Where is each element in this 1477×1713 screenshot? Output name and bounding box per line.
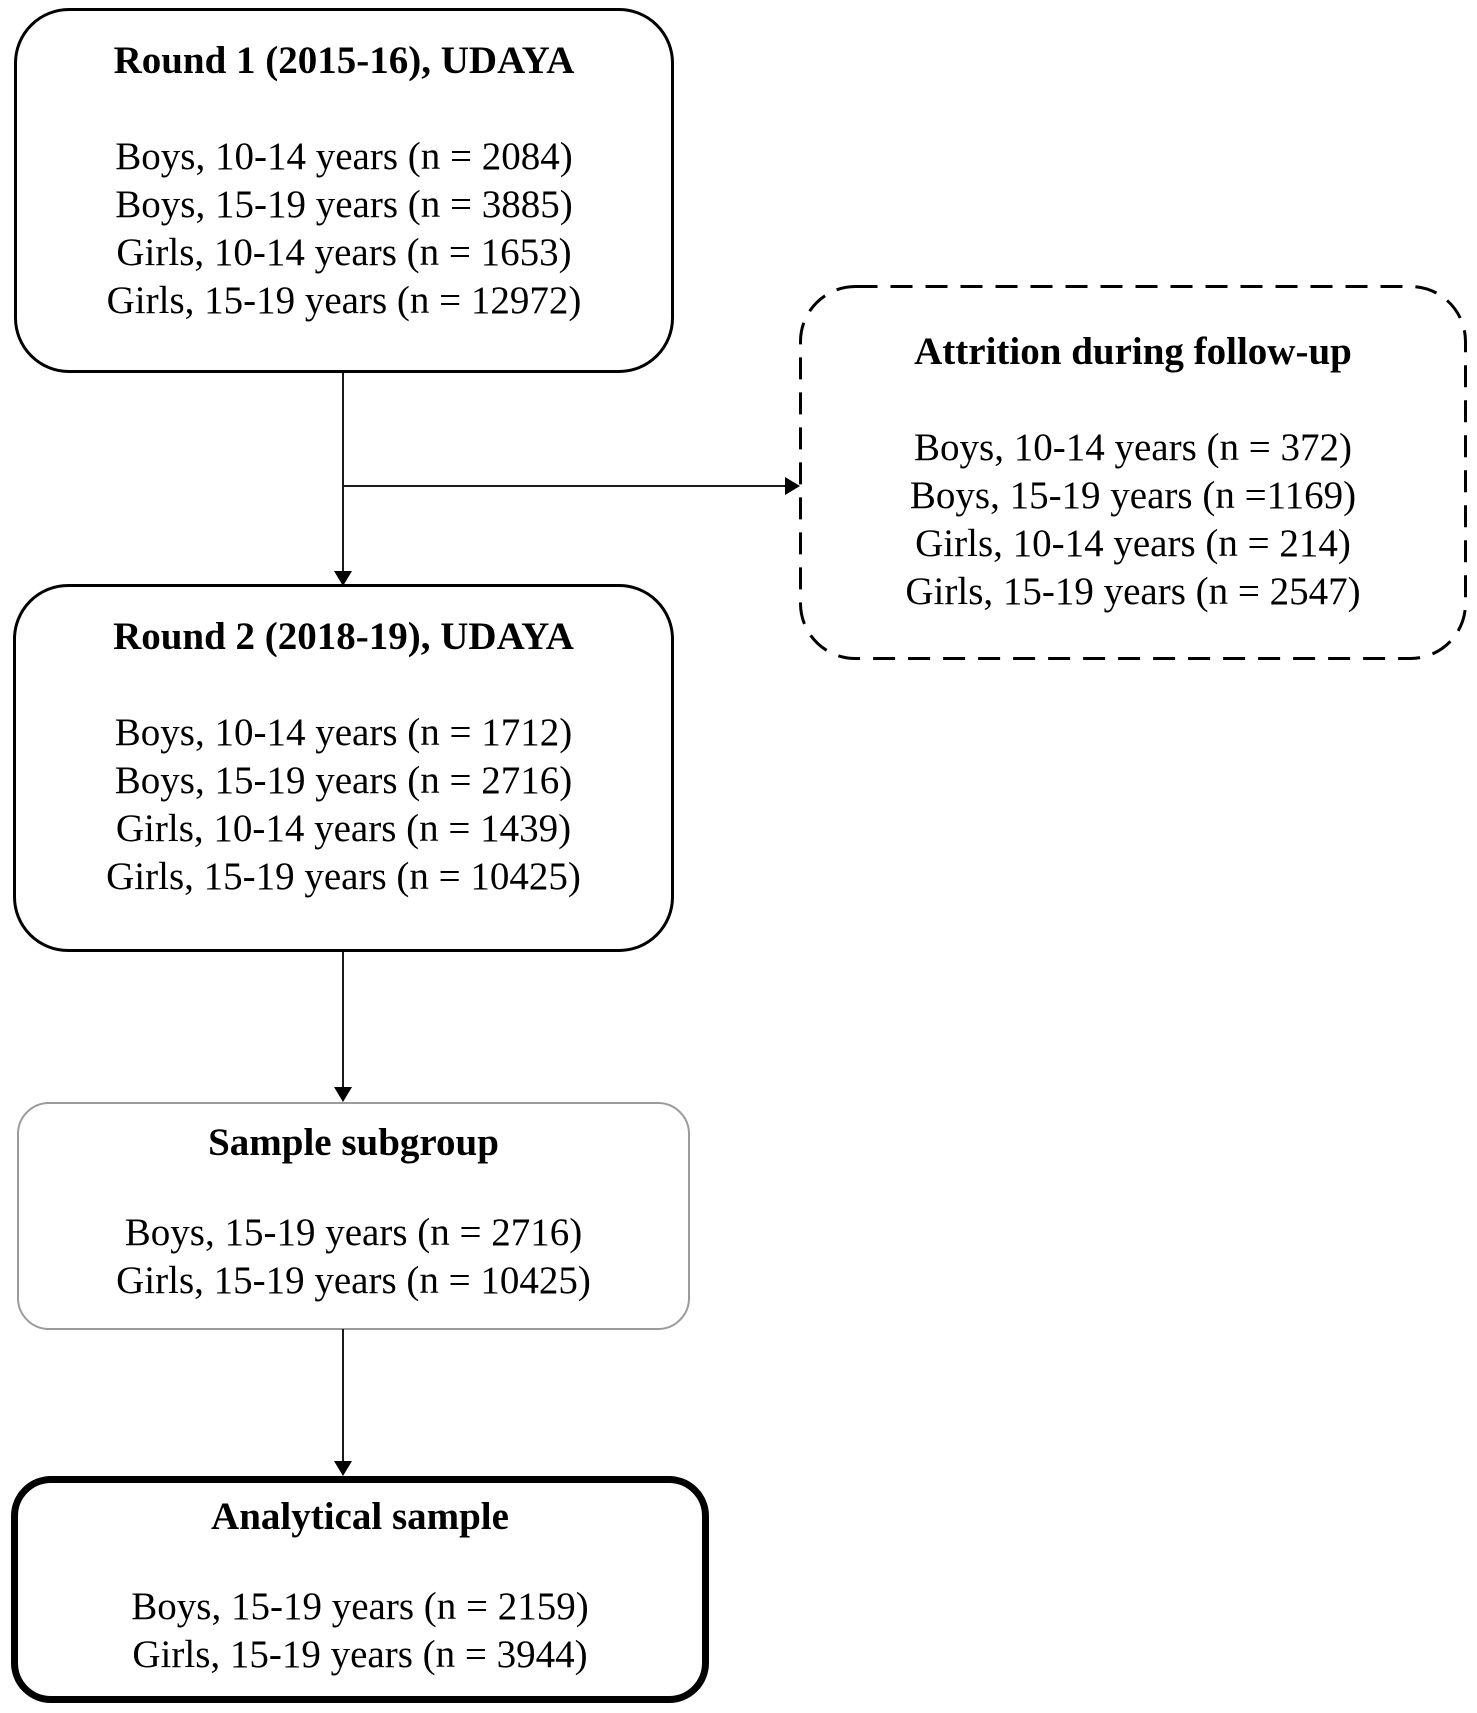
round1-line: Girls, 15-19 years (n = 12972) — [106, 279, 582, 322]
round2-line: Boys, 10-14 years (n = 1712) — [114, 711, 573, 754]
connector-branch-to-attrition — [343, 485, 786, 487]
analytical-sample-title: Analytical sample — [211, 1495, 509, 1538]
arrowhead-down-analytical — [334, 1461, 352, 1476]
attrition-title: Attrition during follow-up — [914, 330, 1352, 373]
attrition-line: Girls, 10-14 years (n = 214) — [915, 522, 1351, 565]
sample-subgroup-title: Sample subgroup — [208, 1121, 499, 1164]
analytical-sample-line: Girls, 15-19 years (n = 3944) — [132, 1633, 588, 1676]
arrowhead-right-attrition — [785, 477, 800, 495]
round2-box: Round 2 (2018-19), UDAYA Boys, 10-14 yea… — [13, 584, 674, 952]
round2-line: Boys, 15-19 years (n = 2716) — [114, 759, 573, 802]
sample-subgroup-line: Boys, 15-19 years (n = 2716) — [124, 1211, 583, 1254]
sample-subgroup-box: Sample subgroup Boys, 15-19 years (n = 2… — [17, 1102, 690, 1330]
round1-box: Round 1 (2015-16), UDAYA Boys, 10-14 yea… — [14, 8, 674, 373]
round2-line: Girls, 15-19 years (n = 10425) — [106, 855, 581, 898]
arrowhead-down-subgroup — [334, 1087, 352, 1102]
connector-round1-to-round2 — [342, 373, 344, 573]
round2-title: Round 2 (2018-19), UDAYA — [113, 615, 574, 658]
sample-subgroup-line: Girls, 15-19 years (n = 10425) — [116, 1259, 591, 1302]
attrition-line: Boys, 15-19 years (n =1169) — [909, 474, 1357, 517]
analytical-sample-box: Analytical sample Boys, 15-19 years (n =… — [11, 1476, 709, 1703]
round1-title: Round 1 (2015-16), UDAYA — [113, 39, 575, 82]
connector-round2-to-subgroup — [342, 952, 344, 1088]
attrition-line: Girls, 15-19 years (n = 2547) — [905, 570, 1361, 613]
analytical-sample-line: Boys, 15-19 years (n = 2159) — [131, 1585, 589, 1628]
round1-line: Girls, 10-14 years (n = 1653) — [116, 231, 572, 274]
attrition-box: Attrition during follow-up Boys, 10-14 y… — [799, 285, 1467, 660]
connector-subgroup-to-analytical — [342, 1329, 344, 1462]
round1-line: Boys, 15-19 years (n = 3885) — [115, 183, 573, 226]
attrition-line: Boys, 10-14 years (n = 372) — [914, 426, 1352, 469]
round1-line: Boys, 10-14 years (n = 2084) — [115, 135, 573, 178]
round2-line: Girls, 10-14 years (n = 1439) — [115, 807, 572, 850]
arrowhead-down-round2 — [334, 571, 352, 586]
